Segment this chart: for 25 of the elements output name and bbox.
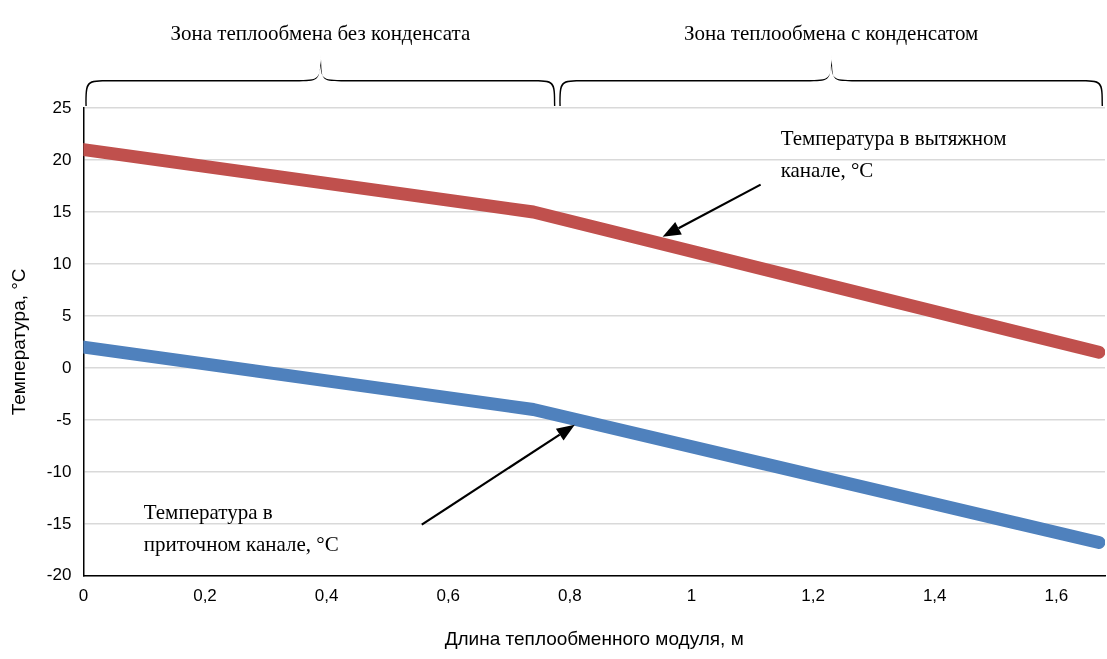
y-tick-label: 15 (52, 201, 72, 221)
annotation: Температура в вытяжном канале, °C (780, 125, 1007, 182)
x-tick-label: 0,4 (314, 585, 339, 605)
x-tick-label: 0,6 (436, 585, 461, 605)
x-tick-label: 1,2 (801, 585, 825, 605)
y-tick-label: 25 (52, 97, 72, 117)
y-tick-label: 0 (61, 357, 72, 377)
y-tick-label: -5 (56, 409, 72, 429)
y-tick-label: 5 (61, 305, 72, 325)
y-tick-label: 20 (52, 149, 72, 169)
y-tick-label: -20 (46, 565, 72, 585)
annotation: Температура в приточном канале, °C (143, 499, 339, 556)
y-axis-title: Температура, °C (7, 268, 29, 416)
x-tick-label: 0 (78, 585, 89, 605)
text: Зона теплообмена без конденсата (170, 21, 471, 45)
x-tick-label: 1,4 (922, 585, 947, 605)
x-tick-label: 1 (686, 585, 697, 605)
x-tick-label: 0,2 (193, 585, 217, 605)
y-tick-label: -15 (46, 513, 72, 533)
x-tick-label: 0,8 (558, 585, 582, 605)
y-tick-label: -10 (46, 461, 72, 481)
x-axis-title: Длина теплообменного модуля, м (444, 627, 744, 649)
text: Зона теплообмена с конденсатом (684, 21, 979, 45)
y-tick-label: 10 (52, 253, 72, 273)
x-tick-label: 1,6 (1044, 585, 1069, 605)
